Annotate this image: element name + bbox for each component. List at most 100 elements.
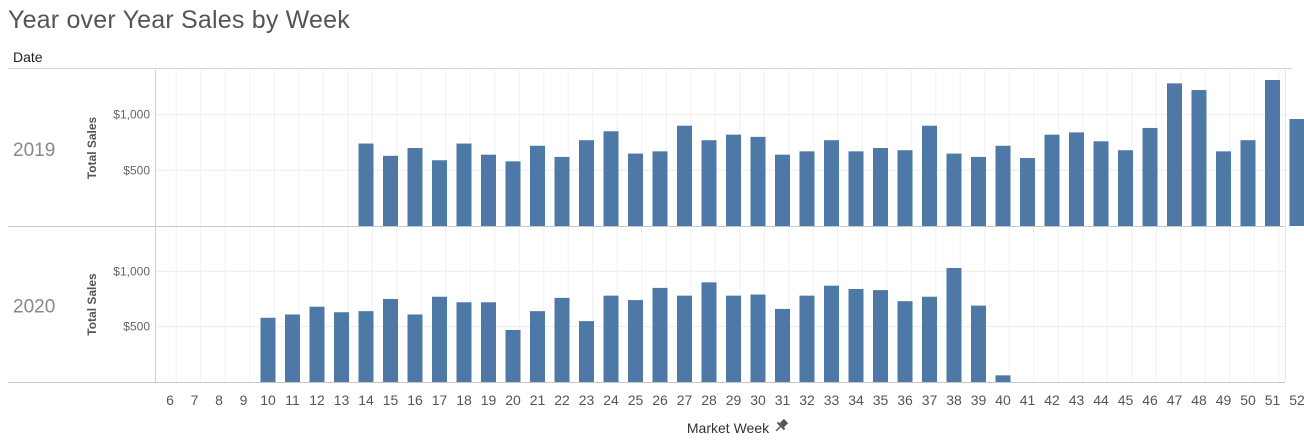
x-tick-label: 45 — [1118, 392, 1134, 408]
bar-2019-week-34 — [848, 151, 864, 226]
x-tick-label: 11 — [285, 392, 300, 408]
bar-2019-week-39 — [971, 156, 986, 226]
bar-2020-week-24 — [603, 295, 619, 382]
bar-2020-week-39 — [971, 305, 986, 382]
bar-2019-week-41 — [1020, 158, 1035, 226]
bar-2019-week-31 — [775, 154, 790, 226]
y-tick-label: $1,000 — [113, 264, 150, 278]
bar-2020-week-23 — [579, 321, 594, 382]
x-tick-label: 52 — [1289, 392, 1304, 408]
bar-2020-week-25 — [628, 300, 643, 382]
bar-2019-week-27 — [677, 125, 692, 226]
bar-2020-week-17 — [432, 296, 447, 382]
bar-2020-week-26 — [652, 287, 668, 382]
x-tick-label: 18 — [456, 392, 472, 408]
x-tick-label: 46 — [1142, 392, 1158, 408]
x-tick-label: 23 — [579, 392, 595, 408]
row-label-2020: 2020 — [13, 297, 55, 318]
x-tick-label: 39 — [971, 392, 987, 408]
bar-2020-week-37 — [922, 296, 937, 382]
bar-2020-week-21 — [530, 311, 545, 382]
bar-2020-week-29 — [726, 295, 741, 382]
x-tick-label: 22 — [554, 392, 570, 408]
bar-2019-week-25 — [628, 153, 643, 226]
bar-2019-week-18 — [456, 143, 472, 226]
bar-2020-week-31 — [775, 308, 790, 382]
bar-2019-week-52 — [1289, 119, 1304, 226]
bar-2019-week-28 — [701, 140, 717, 226]
bar-2019-week-43 — [1069, 132, 1084, 226]
bar-2019-week-33 — [824, 140, 839, 226]
x-tick-label: 49 — [1216, 392, 1232, 408]
bar-2019-week-36 — [897, 150, 913, 226]
x-tick-label: 21 — [530, 392, 546, 408]
bar-2020-week-16 — [407, 314, 423, 382]
x-tick-label: 6 — [166, 392, 174, 408]
bar-2019-week-23 — [579, 140, 594, 226]
bar-2019-week-32 — [799, 151, 815, 226]
bar-2020-week-18 — [456, 302, 472, 382]
bar-2020-week-13 — [334, 312, 349, 382]
bar-2019-week-19 — [481, 154, 496, 226]
x-tick-label: 44 — [1093, 392, 1109, 408]
x-tick-label: 41 — [1020, 392, 1036, 408]
pin-icon[interactable] — [773, 417, 790, 434]
x-tick-label: 9 — [240, 392, 248, 408]
bar-2019-week-46 — [1142, 127, 1158, 226]
bar-2020-week-15 — [383, 298, 398, 382]
x-tick-label: 17 — [432, 392, 448, 408]
bar-2020-week-27 — [677, 295, 692, 382]
bar-2020-week-32 — [799, 295, 815, 382]
x-tick-label: 48 — [1191, 392, 1207, 408]
x-tick-label: 43 — [1069, 392, 1085, 408]
bar-2020-week-10 — [260, 317, 276, 382]
x-tick-label: 36 — [897, 392, 913, 408]
chart-title: Year over Year Sales by Week — [8, 6, 350, 34]
x-tick-label: 10 — [260, 392, 276, 408]
x-tick-label: 47 — [1167, 392, 1183, 408]
bar-2020-week-28 — [701, 282, 717, 382]
bar-2019-week-38 — [946, 153, 962, 226]
x-tick-label: 30 — [750, 392, 766, 408]
bar-2020-week-20 — [505, 329, 521, 382]
bar-2020-week-14 — [358, 311, 374, 382]
y-axis-title: Total Sales — [85, 116, 99, 179]
y-axis-title: Total Sales — [85, 273, 99, 336]
bar-2020-week-34 — [848, 289, 864, 382]
x-tick-label: 32 — [799, 392, 815, 408]
x-tick-label: 26 — [652, 392, 668, 408]
bar-2020-week-22 — [554, 297, 570, 382]
x-tick-label: 50 — [1240, 392, 1256, 408]
bar-2019-week-26 — [652, 151, 668, 226]
x-tick-label: 33 — [824, 392, 840, 408]
bar-2019-week-37 — [922, 125, 937, 226]
x-tick-label: 31 — [775, 392, 791, 408]
bar-2019-week-21 — [530, 145, 545, 226]
x-tick-label: 12 — [309, 392, 325, 408]
bar-2019-week-20 — [505, 161, 521, 226]
x-tick-label: 15 — [383, 392, 399, 408]
x-tick-label: 19 — [481, 392, 497, 408]
bar-2019-week-22 — [554, 156, 570, 226]
bar-2020-week-19 — [481, 302, 496, 382]
bar-2019-week-51 — [1265, 80, 1280, 227]
bar-2020-week-12 — [309, 306, 325, 382]
x-tick-label: 13 — [334, 392, 350, 408]
bar-2019-week-16 — [407, 148, 423, 226]
x-axis-title: Market Week — [687, 420, 770, 436]
column-header-date: Date — [13, 49, 43, 65]
y-tick-label: $500 — [123, 163, 150, 177]
bar-2019-week-40 — [995, 145, 1011, 226]
x-tick-label: 51 — [1265, 392, 1281, 408]
y-tick-label: $500 — [123, 320, 150, 334]
x-tick-label: 25 — [628, 392, 644, 408]
bar-2019-week-15 — [383, 155, 398, 226]
bar-2019-week-35 — [873, 148, 888, 226]
x-tick-label: 29 — [726, 392, 742, 408]
bar-2019-week-47 — [1167, 83, 1182, 226]
bar-2019-week-45 — [1118, 150, 1133, 226]
bar-2019-week-42 — [1044, 134, 1060, 226]
bar-2019-week-48 — [1191, 90, 1207, 226]
row-label-2019: 2019 — [13, 140, 55, 161]
